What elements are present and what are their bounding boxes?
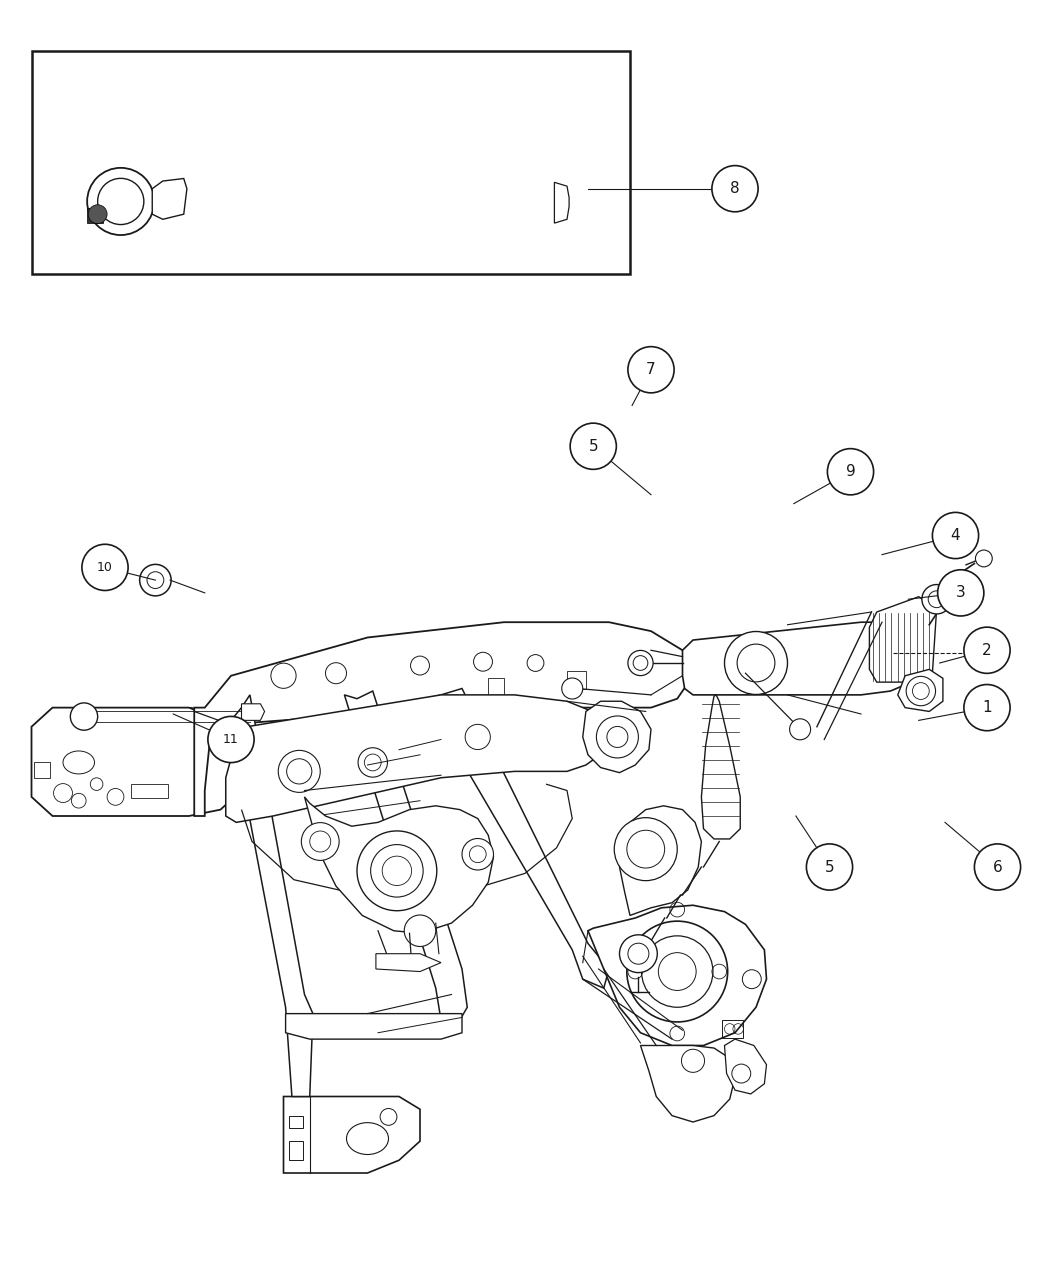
Polygon shape [554, 182, 569, 223]
Circle shape [87, 168, 154, 235]
Polygon shape [152, 179, 187, 219]
Polygon shape [682, 622, 924, 695]
Circle shape [922, 584, 951, 615]
Polygon shape [376, 954, 441, 972]
Circle shape [620, 935, 657, 973]
Circle shape [208, 717, 254, 762]
Circle shape [70, 703, 98, 731]
Text: 3: 3 [956, 585, 966, 601]
Circle shape [614, 817, 677, 881]
Circle shape [932, 513, 979, 558]
Polygon shape [87, 208, 103, 223]
Polygon shape [724, 1039, 766, 1094]
Circle shape [906, 676, 936, 706]
Circle shape [627, 921, 728, 1023]
Text: 4: 4 [950, 528, 961, 543]
Circle shape [712, 166, 758, 212]
Text: 5: 5 [588, 439, 598, 454]
Circle shape [88, 205, 107, 223]
Polygon shape [344, 691, 467, 1020]
Circle shape [827, 449, 874, 495]
Polygon shape [284, 1096, 420, 1173]
Text: 8: 8 [730, 181, 740, 196]
Text: 11: 11 [223, 733, 239, 746]
Circle shape [964, 685, 1010, 731]
Circle shape [938, 570, 984, 616]
Text: 5: 5 [824, 859, 835, 875]
Circle shape [404, 915, 436, 946]
Polygon shape [869, 597, 937, 682]
Polygon shape [701, 695, 740, 839]
Polygon shape [304, 797, 494, 933]
Polygon shape [583, 701, 651, 773]
Circle shape [140, 565, 171, 595]
Circle shape [724, 631, 788, 695]
Polygon shape [588, 905, 766, 1046]
Text: 2: 2 [982, 643, 992, 658]
Polygon shape [242, 704, 265, 720]
Circle shape [562, 678, 583, 699]
Circle shape [278, 751, 320, 792]
Polygon shape [32, 708, 242, 816]
Circle shape [465, 724, 490, 750]
Text: 9: 9 [845, 464, 856, 479]
Circle shape [462, 839, 493, 870]
Text: 1: 1 [982, 700, 992, 715]
Polygon shape [898, 669, 943, 711]
Text: 7: 7 [646, 362, 656, 377]
Polygon shape [620, 806, 701, 915]
Polygon shape [286, 1014, 462, 1039]
Circle shape [301, 822, 339, 861]
Text: 6: 6 [992, 859, 1003, 875]
Circle shape [806, 844, 853, 890]
Polygon shape [226, 695, 609, 822]
Circle shape [974, 844, 1021, 890]
Circle shape [790, 719, 811, 739]
Bar [32, 51, 630, 274]
Circle shape [975, 550, 992, 567]
Circle shape [82, 544, 128, 590]
Circle shape [358, 747, 387, 778]
Polygon shape [194, 622, 693, 816]
Polygon shape [640, 1046, 735, 1122]
Polygon shape [231, 695, 313, 1096]
Circle shape [628, 650, 653, 676]
Text: 10: 10 [97, 561, 113, 574]
Circle shape [964, 627, 1010, 673]
Polygon shape [425, 688, 609, 988]
Circle shape [628, 347, 674, 393]
Circle shape [357, 831, 437, 910]
Circle shape [570, 423, 616, 469]
